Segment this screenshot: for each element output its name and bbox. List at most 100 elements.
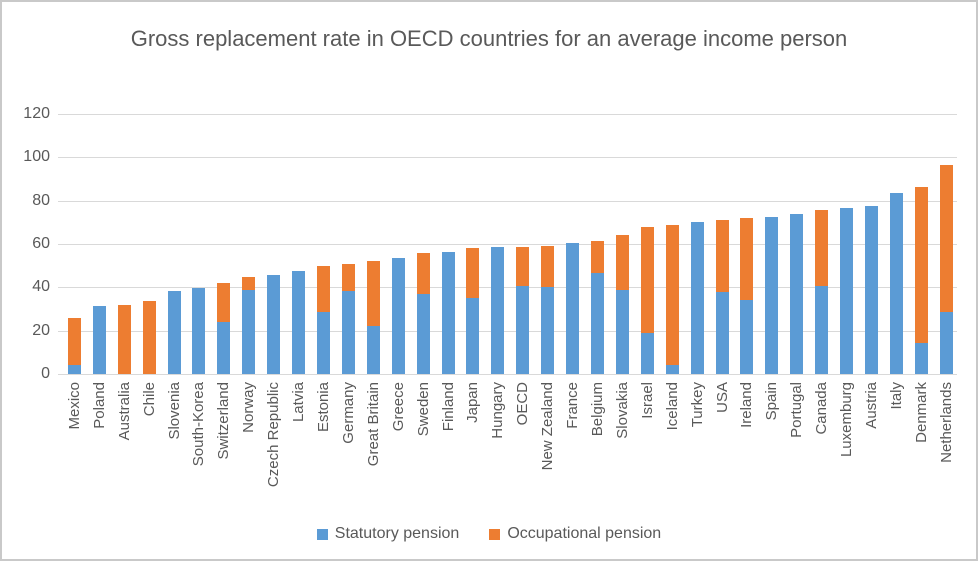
bar-segment-statutory bbox=[267, 275, 281, 374]
gridline bbox=[58, 244, 957, 245]
bar-segment-occupational bbox=[590, 240, 604, 274]
bar-segment-occupational bbox=[740, 218, 754, 301]
bar-segment-occupational bbox=[366, 261, 380, 327]
bar-segment-occupational bbox=[640, 226, 654, 333]
bar-segment-statutory bbox=[217, 322, 231, 374]
bar-segment-statutory bbox=[615, 289, 629, 374]
x-axis-label: Czech Republic bbox=[265, 382, 283, 488]
bar-column bbox=[411, 114, 435, 374]
bar-column bbox=[312, 114, 336, 374]
bar-column bbox=[162, 114, 186, 374]
bar-segment-statutory bbox=[889, 193, 903, 374]
bar-segment-statutory bbox=[441, 251, 455, 374]
x-axis-label: OECD bbox=[514, 382, 532, 426]
x-axis-label: Italy bbox=[887, 382, 905, 410]
x-axis-label: Estonia bbox=[315, 382, 333, 433]
y-axis-tick-label: 80 bbox=[32, 191, 50, 209]
x-axis-label: Japan bbox=[464, 382, 482, 423]
y-axis-tick-label: 20 bbox=[32, 321, 50, 339]
bar-segment-occupational bbox=[142, 301, 156, 374]
bar-segment-statutory bbox=[914, 342, 928, 374]
legend: Statutory pension Occupational pension bbox=[2, 525, 976, 543]
bar-segment-occupational bbox=[939, 164, 953, 313]
bar-column bbox=[287, 114, 311, 374]
bar-column bbox=[536, 114, 560, 374]
y-axis-tick-label: 40 bbox=[32, 278, 50, 296]
x-axis-label: Australia bbox=[115, 382, 133, 441]
x-axis-label: Canada bbox=[813, 382, 831, 435]
bar-segment-occupational bbox=[541, 246, 555, 288]
x-axis-label: Sweden bbox=[414, 382, 432, 437]
bar-segment-statutory bbox=[416, 293, 430, 374]
x-axis-labels: Mexico Poland Australia Chile Slovenia South-… bbox=[62, 382, 959, 512]
bar-segment-occupational bbox=[317, 265, 331, 313]
bar-segment-statutory bbox=[790, 213, 804, 374]
gridline bbox=[58, 330, 957, 332]
bar-column bbox=[909, 114, 933, 374]
bar-column bbox=[336, 114, 360, 374]
x-axis-label: New Zealand bbox=[539, 382, 557, 471]
x-axis-label: Belgium bbox=[588, 382, 606, 437]
bar-segment-statutory bbox=[341, 290, 355, 374]
bar-segment-statutory bbox=[640, 332, 654, 374]
x-axis-label: France bbox=[564, 382, 582, 429]
bar-segment-statutory bbox=[67, 365, 81, 374]
bar-column bbox=[262, 114, 286, 374]
x-axis-label: South-Korea bbox=[190, 382, 208, 467]
x-axis-label: Ireland bbox=[738, 382, 756, 428]
bar-column bbox=[62, 114, 86, 374]
bar-segment-statutory bbox=[366, 326, 380, 374]
bar-column bbox=[361, 114, 385, 374]
bar-segment-statutory bbox=[740, 300, 754, 374]
bar-column bbox=[112, 114, 136, 374]
bar-segment-statutory bbox=[590, 273, 604, 374]
bar-column bbox=[685, 114, 709, 374]
bar-segment-statutory bbox=[192, 288, 206, 374]
x-axis-label: Denmark bbox=[912, 382, 930, 443]
bar-segment-statutory bbox=[815, 286, 829, 374]
bar-segment-occupational bbox=[516, 247, 530, 287]
x-axis-label: Spain bbox=[763, 382, 781, 421]
x-axis-label: Austria bbox=[862, 382, 880, 429]
bar-segment-occupational bbox=[615, 235, 629, 290]
legend-swatch-statutory-icon bbox=[316, 528, 328, 540]
y-axis-tick-label: 120 bbox=[23, 105, 50, 122]
x-axis-label: Chile bbox=[140, 382, 158, 417]
bar-column bbox=[212, 114, 236, 374]
bar-column bbox=[760, 114, 784, 374]
legend-item-occupational: Occupational pension bbox=[489, 525, 661, 543]
bar-column bbox=[610, 114, 634, 374]
bar-column bbox=[884, 114, 908, 374]
chart-title: Gross replacement rate in OECD countries… bbox=[130, 26, 848, 51]
bar-segment-occupational bbox=[67, 317, 81, 366]
x-axis-label: Finland bbox=[439, 382, 457, 432]
bar-segment-statutory bbox=[292, 271, 306, 374]
bar-segment-statutory bbox=[864, 206, 878, 374]
bar-column bbox=[386, 114, 410, 374]
x-axis-label: Great Britain bbox=[364, 382, 382, 467]
bar-column bbox=[859, 114, 883, 374]
bar-segment-statutory bbox=[242, 289, 256, 374]
bar-segment-occupational bbox=[217, 283, 231, 322]
x-axis-label: Portugal bbox=[788, 382, 806, 438]
x-axis-label: Slovakia bbox=[613, 382, 631, 439]
bar-segment-occupational bbox=[242, 276, 256, 290]
x-axis-label: Germany bbox=[339, 382, 357, 444]
bar-column bbox=[785, 114, 809, 374]
bar-column bbox=[87, 114, 111, 374]
bar-column bbox=[934, 114, 958, 374]
bar-segment-statutory bbox=[566, 242, 580, 374]
bar-column bbox=[710, 114, 734, 374]
bar-column bbox=[835, 114, 859, 374]
legend-item-statutory: Statutory pension bbox=[316, 525, 459, 543]
bar-segment-statutory bbox=[939, 312, 953, 374]
legend-label-occupational: Occupational pension bbox=[507, 525, 662, 542]
bar-column bbox=[810, 114, 834, 374]
bar-segment-statutory bbox=[715, 291, 729, 374]
bar-column bbox=[660, 114, 684, 374]
bar-segment-occupational bbox=[665, 224, 679, 366]
legend-swatch-occupational-icon bbox=[489, 528, 501, 540]
bar-segment-statutory bbox=[167, 290, 181, 374]
x-axis-label: Mexico bbox=[65, 382, 83, 430]
bar-column bbox=[585, 114, 609, 374]
